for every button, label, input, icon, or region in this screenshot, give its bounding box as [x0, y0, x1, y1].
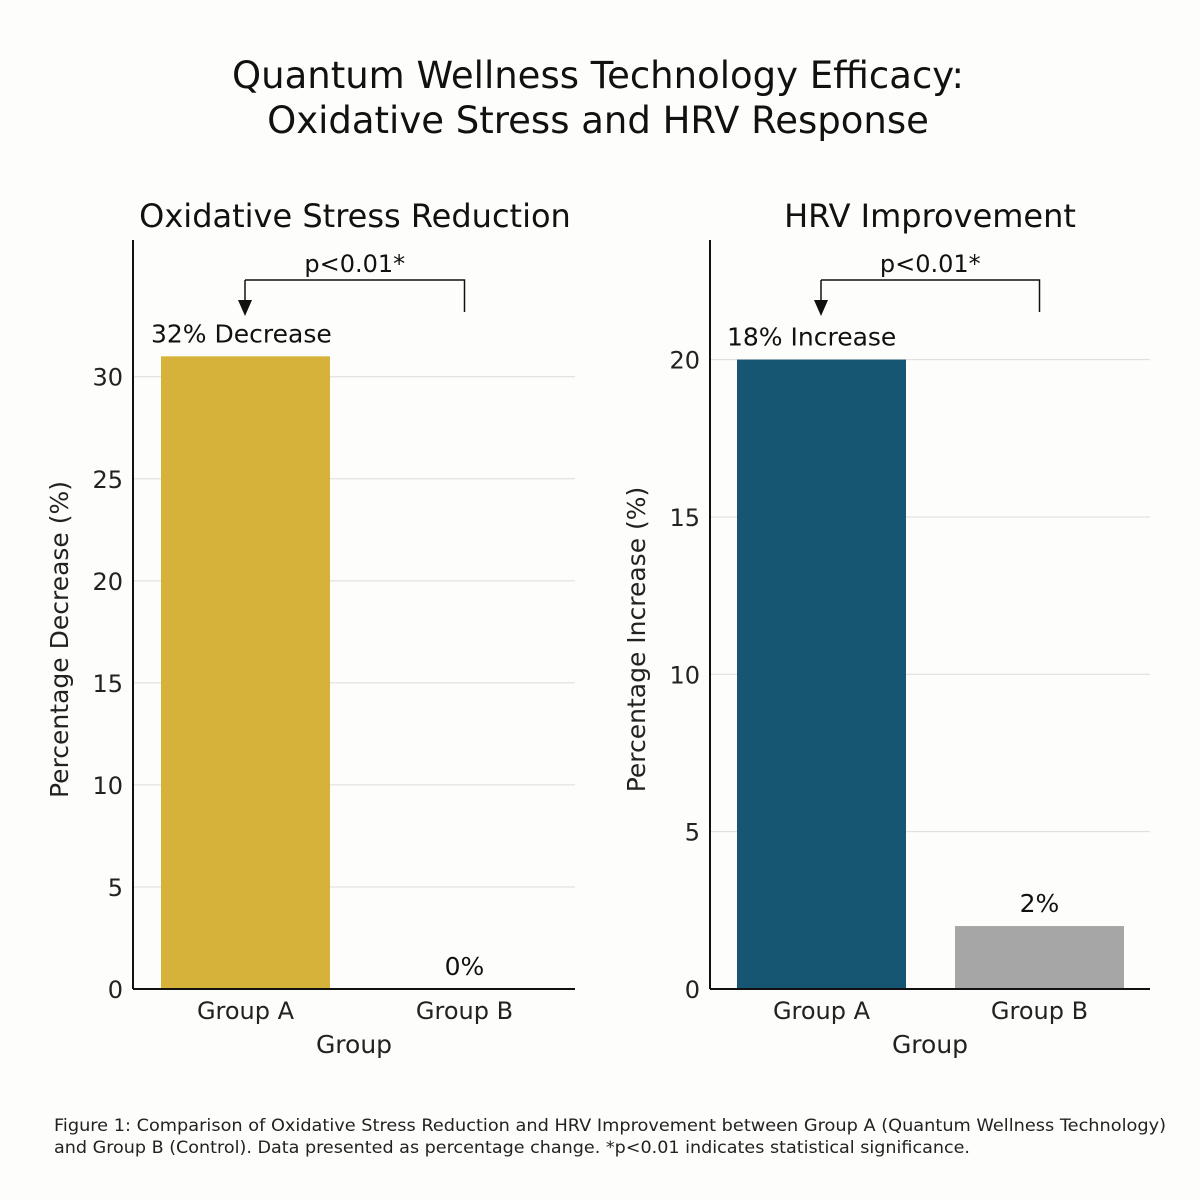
arrow-down-icon: [238, 300, 252, 316]
data-label: 2%: [1020, 889, 1060, 918]
y-tick-label: 10: [669, 661, 700, 689]
bar-group-a: [737, 359, 906, 989]
figure-title-line-2: Oxidative Stress and HRV Response: [267, 99, 929, 142]
y-tick-label: 15: [92, 670, 123, 698]
x-tick-label: Group B: [416, 997, 513, 1025]
y-tick-label: 30: [92, 364, 123, 392]
panel-2: HRV Improvement 0 5 10 15 20 18% Increase Group…: [622, 197, 1150, 1059]
panel-1: Oxidative Stress Reduction 0 5 10 15 20 25 30 32…: [45, 197, 575, 1059]
x-tick-label: Group A: [773, 997, 871, 1025]
y-tick-label: 0: [108, 976, 123, 1004]
y-tick-label: 20: [669, 347, 700, 375]
y-tick-label: 10: [92, 772, 123, 800]
y-axis-label: Percentage Increase (%): [622, 487, 651, 793]
bar-group-a: [161, 356, 330, 989]
y-tick-label: 5: [108, 874, 123, 902]
y-tick-label: 15: [669, 504, 700, 532]
x-tick-label: Group B: [991, 997, 1088, 1025]
data-label: 32% Decrease: [151, 319, 332, 348]
y-axis-label: Percentage Decrease (%): [45, 481, 74, 798]
significance-label: p<0.01*: [304, 250, 405, 278]
data-label: 18% Increase: [727, 323, 896, 352]
significance-bracket: [820, 279, 1041, 312]
panel-title: Oxidative Stress Reduction: [139, 197, 571, 235]
caption-line-1: Figure 1: Comparison of Oxidative Stress…: [54, 1116, 1166, 1136]
significance-label: p<0.01*: [880, 250, 981, 278]
panel-title: HRV Improvement: [784, 197, 1076, 235]
data-label: 0%: [445, 952, 485, 981]
y-tick-label: 20: [92, 568, 123, 596]
y-tick-label: 25: [92, 466, 123, 494]
arrow-down-icon: [814, 300, 828, 316]
x-axis-label: Group: [316, 1030, 392, 1059]
significance-bracket: [244, 279, 466, 312]
bar-group-b: [955, 926, 1124, 989]
y-tick-label: 0: [685, 976, 700, 1004]
caption-line-2: and Group B (Control). Data presented as…: [54, 1138, 970, 1158]
y-tick-label: 5: [685, 819, 700, 847]
figure-title-line-1: Quantum Wellness Technology Efficacy:: [232, 54, 964, 97]
x-axis-label: Group: [892, 1030, 968, 1059]
x-tick-label: Group A: [197, 997, 295, 1025]
